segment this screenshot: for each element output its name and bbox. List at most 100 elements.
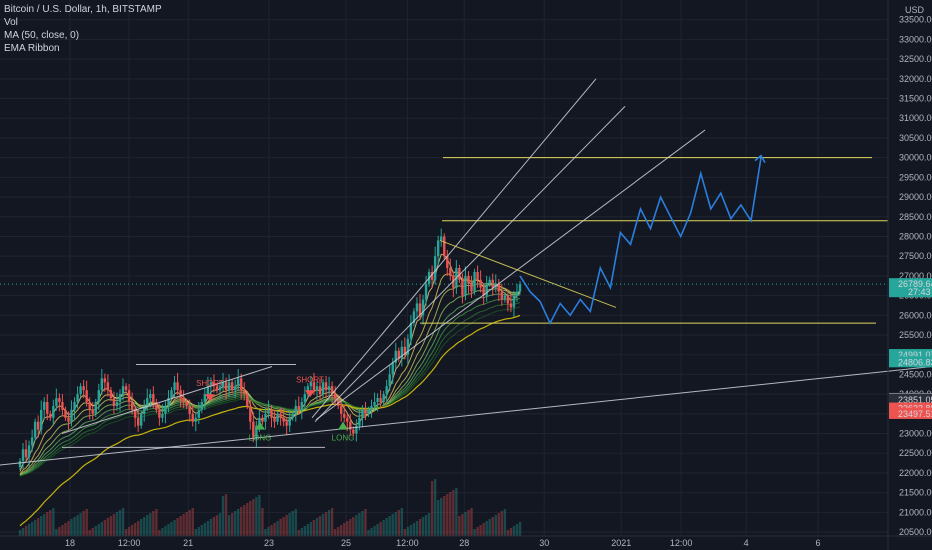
x-tick-label: 18: [65, 538, 75, 548]
candle-body: [136, 417, 140, 426]
volume-bar: [82, 511, 85, 536]
volume-bar: [61, 525, 64, 536]
candle-body: [436, 240, 440, 257]
volume-bar: [143, 517, 146, 536]
candle-body: [512, 295, 516, 308]
candle-body: [309, 382, 313, 387]
ribbon-indicator[interactable]: EMA Ribbon: [4, 43, 60, 54]
candle-body: [464, 275, 467, 296]
trend-line: [61, 366, 273, 435]
chart-legend: Bitcoin / U.S. Dollar, 1h, BITSTAMP Vol …: [4, 3, 162, 55]
candle-body: [106, 382, 110, 391]
candle-body: [391, 362, 394, 375]
candle-body: [440, 236, 443, 241]
candle-body: [415, 303, 419, 312]
candle-body: [243, 390, 246, 395]
volume-bar: [103, 520, 107, 536]
candle-body: [240, 378, 243, 391]
volume-bar: [364, 509, 367, 536]
candle-body: [24, 449, 28, 458]
candle-body: [100, 378, 104, 391]
candle-body: [385, 386, 388, 395]
volume-bar: [370, 528, 373, 536]
symbol-title[interactable]: Bitcoin / U.S. Dollar, 1h, BITSTAMP: [4, 4, 162, 15]
volume-bar: [352, 517, 355, 536]
trend-line: [314, 106, 626, 423]
candle-body: [206, 386, 210, 395]
candle-body: [73, 402, 76, 410]
candle-body: [394, 350, 397, 363]
price-label-tag: [889, 356, 932, 368]
volume-bar: [449, 492, 452, 536]
volume-bar: [100, 522, 104, 536]
volume-bar: [203, 523, 207, 536]
y-tick-label: 33000.00: [899, 34, 932, 44]
candle-body: [321, 382, 325, 395]
candle-body: [246, 394, 249, 406]
candle-body: [382, 394, 385, 402]
volume-bar: [318, 516, 322, 536]
candle-body: [191, 413, 194, 422]
candle-body: [452, 275, 455, 288]
volume-bar: [43, 514, 46, 536]
volume-bar: [112, 514, 116, 536]
candle-body: [227, 382, 231, 391]
volume-bar: [306, 524, 310, 536]
candle-body: [52, 405, 55, 418]
volume-bar: [76, 515, 79, 536]
candle-body: [21, 449, 25, 462]
candle-body: [291, 413, 294, 418]
candle-body: [252, 421, 255, 438]
volume-indicator[interactable]: Vol: [4, 17, 18, 28]
candle-body: [397, 350, 400, 359]
candle-body: [76, 394, 79, 402]
candle-body: [343, 413, 346, 418]
candle-body: [433, 256, 437, 280]
ma-50-line: [19, 314, 521, 527]
candle-body: [79, 386, 82, 395]
current-price-tag: [889, 278, 932, 298]
volume-bar: [167, 524, 170, 536]
volume-bar: [367, 530, 370, 536]
time-axis[interactable]: 18 12:00 21 23 25 12:00 28 30 2021 12:00 4 6: [0, 535, 932, 548]
volume-bar: [264, 529, 267, 536]
price-label-value: 24806.83: [898, 357, 932, 367]
candle-body: [43, 402, 46, 410]
volume-bar: [376, 524, 379, 536]
candle-body: [91, 409, 94, 414]
ma-indicator[interactable]: MA (50, close, 0): [4, 30, 80, 41]
volume-bar: [464, 512, 467, 536]
candle-body: [506, 295, 510, 304]
volume-bar: [315, 518, 319, 536]
volume-bar: [340, 525, 343, 536]
volume-bar: [421, 517, 425, 536]
ema-ribbon: [19, 253, 521, 477]
price-axis[interactable]: 20500.00 21000.00 21500.00 22000.00 22500.00…: [887, 0, 932, 550]
signal-label: LONG: [332, 434, 355, 443]
volume-bar: [236, 509, 240, 536]
projection-path: [519, 157, 762, 326]
volume-bar: [185, 512, 188, 536]
volume-bar: [227, 515, 231, 536]
candle-body: [482, 287, 485, 296]
y-tick-label: 31500.00: [899, 94, 932, 104]
candle-body: [467, 275, 470, 284]
volume-bar: [249, 501, 252, 536]
candle-body: [49, 413, 52, 418]
volume-bar: [288, 513, 291, 536]
volume-bar: [418, 519, 422, 536]
candle-body: [361, 409, 364, 418]
candle-body: [158, 409, 161, 418]
candle-body: [221, 382, 225, 387]
candle-body: [167, 398, 170, 406]
candle-body: [70, 409, 73, 422]
candle-body: [264, 413, 267, 422]
volume-bar: [361, 511, 364, 536]
candle-body: [130, 402, 134, 410]
volume-bar: [170, 522, 173, 536]
volume-bar: [267, 527, 270, 536]
candle-body: [121, 386, 125, 395]
volume-bar: [303, 526, 307, 536]
candle-body: [149, 394, 152, 399]
